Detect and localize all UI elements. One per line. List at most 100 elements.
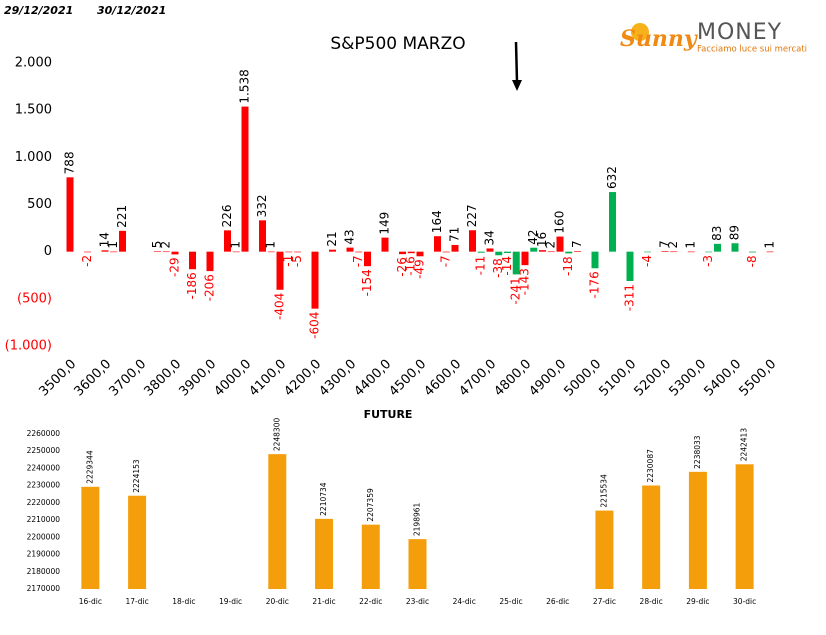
data-label: -7 — [439, 255, 453, 267]
logo: Sunny MONEY Facciamo luce sui mercati — [620, 20, 807, 55]
bar — [688, 471, 707, 589]
data-label: -143 — [518, 268, 532, 295]
x-tick-label: 19-dic — [219, 597, 242, 606]
logo-brand-b: MONEY — [697, 20, 782, 45]
data-label: 1 — [229, 241, 243, 249]
bar — [162, 251, 170, 253]
data-label: -38 — [491, 258, 505, 278]
y-tick-label: 2170000 — [27, 584, 61, 593]
bar — [556, 236, 564, 252]
bar — [530, 247, 538, 252]
bar — [705, 251, 713, 253]
x-tick-label: 5100,0 — [597, 357, 640, 400]
y-tick-label: (1.000) — [5, 339, 52, 354]
y-tick-label: 2220000 — [27, 498, 61, 507]
bar — [259, 220, 266, 252]
bar — [268, 454, 287, 589]
bar — [477, 251, 485, 253]
bar — [714, 243, 721, 252]
bar — [81, 486, 100, 589]
x-tick-label: 4500,0 — [387, 357, 430, 400]
bar — [731, 243, 739, 252]
bar — [346, 247, 354, 252]
data-label: 2248300 — [272, 418, 281, 452]
logo-brand-a: Sunny — [620, 26, 699, 52]
logo-sun — [631, 23, 649, 41]
bar — [224, 230, 231, 252]
x-tick-label: 17-dic — [125, 597, 148, 606]
bar — [469, 230, 476, 252]
x-tick-label: 20-dic — [266, 597, 289, 606]
y-tick-label: 1.000 — [15, 150, 52, 165]
bar — [311, 251, 319, 309]
bar — [595, 510, 614, 589]
data-label: 43 — [343, 229, 357, 244]
bar — [206, 251, 214, 272]
x-tick-label: 4000,0 — [212, 357, 255, 400]
x-tick-label: 27-dic — [593, 597, 616, 606]
data-label: 14 — [98, 232, 112, 247]
data-label: 2 — [666, 241, 680, 249]
chart-title: S&P500 MARZO — [330, 34, 465, 54]
x-tick-label: 29-dic — [686, 597, 709, 606]
data-label: 1 — [684, 241, 698, 249]
date-left: 29/12/2021 — [4, 4, 73, 17]
data-label: -14 — [500, 256, 514, 276]
bar — [661, 251, 669, 252]
bar — [407, 251, 415, 254]
x-tick-label: 5200,0 — [632, 357, 675, 400]
x-tick-label: 4800,0 — [492, 357, 535, 400]
bar — [154, 251, 161, 252]
x-tick-label: 16-dic — [79, 597, 102, 606]
data-label: -49 — [413, 259, 427, 279]
y-tick-label: 2240000 — [27, 463, 61, 472]
y-tick-label: (500) — [17, 291, 52, 306]
data-label: 2230087 — [646, 449, 655, 483]
data-label: 227 — [465, 204, 479, 227]
data-label: -604 — [308, 312, 322, 339]
bar — [66, 177, 74, 252]
data-label: 16 — [535, 232, 549, 247]
bar — [276, 251, 284, 290]
y-tick-label: 0 — [44, 244, 52, 259]
y-tick-label: 2230000 — [27, 481, 61, 490]
y-tick-label: 2210000 — [27, 515, 61, 524]
y-tick-label: 2200000 — [27, 532, 61, 541]
x-tick-label: 3500,0 — [37, 357, 80, 400]
y-tick-label: 2180000 — [27, 567, 61, 576]
bar — [315, 518, 334, 589]
data-label: 7 — [658, 240, 672, 248]
bar — [171, 251, 179, 255]
bar — [189, 251, 196, 270]
arrow — [512, 41, 522, 91]
bar — [609, 192, 616, 252]
date-right: 30/12/2021 — [97, 4, 166, 17]
data-label: -11 — [474, 256, 488, 276]
data-label: 1 — [106, 241, 120, 249]
x-tick-label: 5500,0 — [737, 357, 780, 400]
bar — [355, 251, 363, 253]
data-label: 42 — [526, 229, 540, 244]
bar — [361, 524, 380, 589]
x-tick-label: 5300,0 — [667, 357, 710, 400]
x-tick-label: 4900,0 — [527, 357, 570, 400]
data-label: 71 — [448, 227, 462, 242]
data-label: -26 — [395, 257, 409, 277]
bar — [670, 251, 678, 253]
bar — [486, 248, 494, 252]
data-label: 89 — [728, 225, 742, 240]
data-label: -4 — [640, 255, 654, 267]
data-label: -206 — [203, 274, 217, 301]
bar — [442, 251, 450, 253]
logo-tagline: Facciamo luce sui mercati — [697, 45, 807, 55]
x-tick-label: 23-dic — [406, 597, 429, 606]
data-label: 34 — [483, 230, 497, 245]
x-tick-label: 5400,0 — [702, 357, 745, 400]
bar — [434, 236, 441, 252]
data-label: -176 — [588, 271, 602, 298]
data-label: 7 — [570, 240, 584, 248]
bar — [565, 251, 573, 254]
bar — [451, 244, 459, 252]
bar — [539, 250, 546, 252]
data-label: 226 — [220, 204, 234, 227]
